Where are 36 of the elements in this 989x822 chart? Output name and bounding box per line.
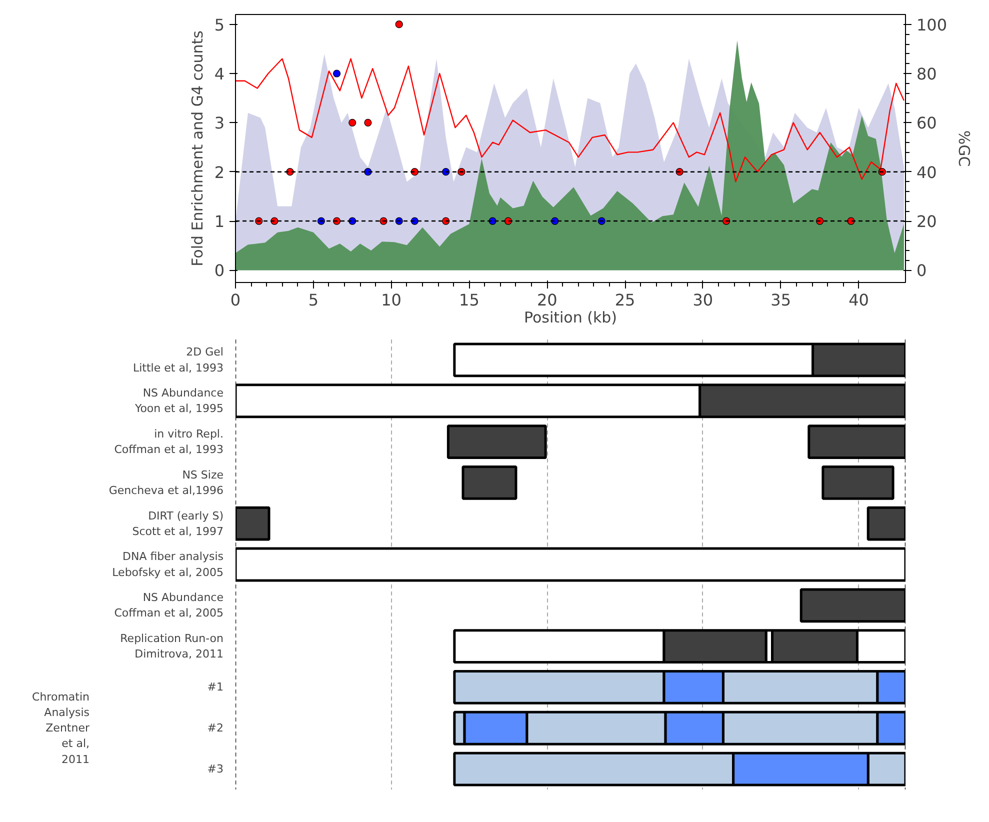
y-tick-label: 2 (214, 162, 225, 182)
y2-tick-label: 40 (916, 162, 937, 182)
y2-axis-title: %GC (955, 130, 974, 167)
y-tick-label: in vitro Repl. Coffman et al, 1993 (114, 427, 224, 456)
y-tick-label: #1 (207, 680, 224, 694)
text: Chromatin Analysis Zentner et al, 2011 (32, 690, 90, 766)
y-tick-label: 1 (214, 212, 225, 232)
y-tick-label: DNA fiber analysis Lebofsky et al, 2005 (112, 550, 224, 579)
y-tick-label: NS Abundance Yoon et al, 1995 (134, 386, 224, 416)
y-tick-label: 4 (214, 64, 225, 84)
x-axis-title: Position (kb) (524, 308, 618, 326)
x-tick-label: 20 (536, 290, 558, 310)
y-tick-label: 3 (214, 114, 225, 133)
y2-tick-label: 60 (916, 114, 937, 133)
x-tick-label: 0 (230, 290, 241, 310)
y-tick-label: NS Size Gencheva et al,1996 (108, 468, 224, 497)
y-tick-label: 2D Gel Little et al, 1993 (133, 346, 224, 374)
x-tick-label: 10 (381, 290, 402, 310)
y-tick-label: 0 (214, 261, 225, 280)
x-tick-label: 25 (614, 290, 636, 310)
y-axis-title: Fold Enrichment and G4 counts (188, 30, 206, 266)
y2-tick-label: 80 (916, 64, 937, 84)
x-tick-label: 30 (692, 290, 714, 310)
y-tick-label: 5 (214, 15, 225, 34)
x-tick-label: 35 (770, 290, 792, 310)
x-tick-label: 40 (848, 290, 869, 310)
y2-tick-label: 0 (916, 261, 927, 280)
y2-tick-label: 20 (916, 212, 937, 232)
y-tick-label: #3 (207, 762, 224, 776)
y-tick-label: Replication Run-on Dimitrova, 2011 (120, 632, 224, 661)
x-tick-label: 15 (459, 290, 480, 310)
y-tick-label: #2 (207, 722, 224, 735)
x-tick-label: 5 (308, 290, 319, 310)
y2-tick-label: 100 (916, 15, 948, 34)
y-tick-label: DIRT (early S) Scott et al, 1997 (132, 509, 224, 538)
y-tick-label: NS Abundance Coffman et al, 2005 (114, 591, 224, 620)
